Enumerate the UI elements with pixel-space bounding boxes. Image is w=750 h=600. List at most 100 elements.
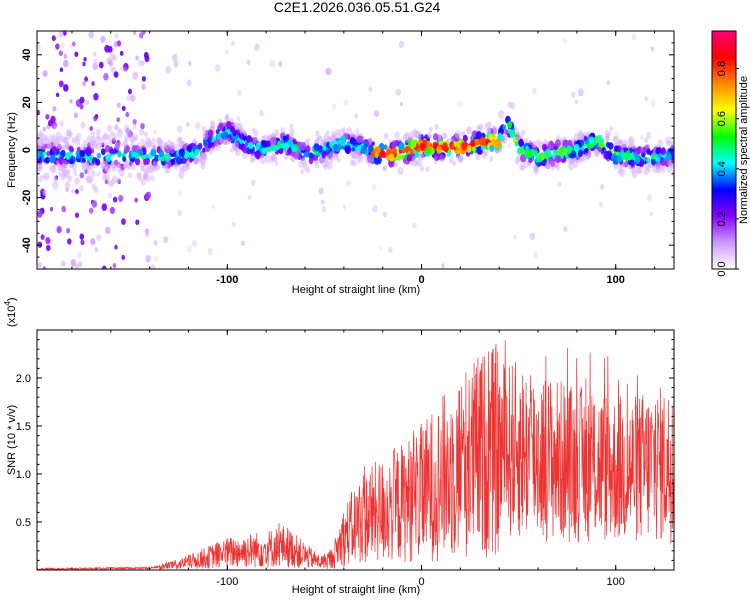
- spectrogram-point: [305, 145, 311, 153]
- spectrogram-point: [489, 144, 495, 152]
- spectrogram-point: [188, 61, 192, 66]
- spectrogram-point: [249, 157, 255, 164]
- spectrogram-point: [102, 132, 109, 141]
- spectrogram-point: [144, 157, 150, 165]
- spectrogram-point: [139, 160, 145, 168]
- spectrogram-point: [617, 166, 624, 175]
- spectrogram-point: [261, 147, 267, 155]
- spectrogram-point: [375, 146, 381, 154]
- colorbar-tick-label: 0.8: [716, 61, 728, 76]
- spectrogram-point: [642, 146, 647, 153]
- spectrogram-point: [47, 142, 52, 149]
- spectrogram-point: [65, 152, 71, 160]
- spectrogram-point: [323, 133, 330, 143]
- spectrogram-point: [185, 159, 191, 167]
- spectrogram-point: [454, 129, 462, 139]
- spectrogram-point: [367, 144, 374, 153]
- spectrogram-point: [314, 161, 320, 169]
- spectrogram-point: [419, 165, 425, 172]
- spectrogram-point: [135, 153, 140, 159]
- spectrogram-point: [520, 164, 526, 172]
- spectrogram-point: [214, 64, 221, 72]
- spectrogram-point: [388, 246, 393, 253]
- spectrogram-point: [502, 124, 507, 131]
- spectrogram-panel: -100 0 100 -40 -20 0 20 40 Height of straight …: [6, 30, 675, 296]
- spectrogram-point: [374, 152, 379, 159]
- spectrogram-point: [89, 163, 95, 171]
- spectrogram-point: [665, 136, 672, 145]
- spectrogram-point: [69, 43, 74, 49]
- spectrogram-point: [428, 126, 433, 133]
- spectrogram-point: [379, 245, 383, 251]
- spectrogram-point: [519, 147, 524, 154]
- spectrogram-point: [533, 150, 538, 156]
- spectrogram-point: [58, 50, 63, 57]
- spectrogram-point: [326, 67, 332, 76]
- spectrogram-point: [55, 43, 60, 50]
- spectrogram-point: [640, 134, 644, 140]
- spectrogram-point: [90, 170, 96, 177]
- spectrogram-point: [355, 128, 360, 134]
- spectrogram-point: [613, 162, 619, 170]
- spectrogram-point: [132, 124, 137, 130]
- spectrogram-point: [109, 180, 115, 188]
- spectrogram-point: [514, 141, 519, 147]
- spectrogram-point: [200, 153, 206, 160]
- spectrogram-point: [117, 150, 122, 157]
- spectrogram-points: [37, 31, 674, 269]
- spectrogram-point: [83, 57, 87, 62]
- spectrogram-point: [119, 50, 124, 56]
- spectrogram-point: [215, 129, 220, 135]
- spectrogram-point: [527, 149, 533, 156]
- y-tick-label: 1.0: [16, 469, 31, 481]
- spectrogram-point: [400, 154, 405, 160]
- spectrogram-point: [646, 148, 651, 155]
- spectrogram-point: [402, 133, 410, 143]
- spectrogram-point: [108, 60, 114, 67]
- spectrogram-point: [229, 125, 236, 134]
- chart-title: C2E1.2026.036.05.51.G24: [274, 0, 441, 15]
- spectrogram-point: [63, 53, 68, 59]
- spectrogram-point: [367, 137, 373, 144]
- spectrogram-point: [308, 157, 314, 165]
- spectrogram-point: [141, 31, 146, 35]
- spectrogram-point: [141, 75, 146, 82]
- spectrogram-point: [201, 125, 207, 133]
- spectrogram-point: [76, 146, 81, 153]
- spectrogram-point: [44, 156, 50, 164]
- spectrogram-point: [46, 244, 51, 252]
- spectrogram-point: [133, 31, 137, 36]
- spectrogram-point: [618, 138, 624, 146]
- spectrogram-point: [195, 122, 201, 130]
- spectrogram-point: [507, 121, 513, 129]
- spectrogram-point: [185, 121, 190, 127]
- snr-y-label: SNR (10 * v/v): [6, 405, 18, 475]
- spectrogram-point: [79, 185, 85, 192]
- spectrogram-point: [554, 139, 561, 148]
- spectrogram-point: [452, 160, 456, 166]
- spectrogram-point: [114, 244, 118, 250]
- y-tick-label: -20: [21, 190, 33, 206]
- spectrogram-point: [300, 168, 305, 175]
- spectrogram-point: [609, 126, 614, 132]
- spectrogram-point: [45, 237, 51, 245]
- spectrogram-point: [176, 137, 183, 146]
- spectrogram-point: [79, 172, 85, 179]
- spectrogram-point: [507, 101, 513, 108]
- spectrogram-point: [91, 200, 98, 208]
- spectrogram-point: [49, 154, 56, 164]
- spectrogram-point: [656, 157, 661, 163]
- spectrogram-point: [177, 209, 183, 217]
- y-tick-label: 0.5: [16, 517, 31, 529]
- spectrogram-point: [532, 87, 537, 94]
- spectrogram-point: [367, 154, 374, 164]
- spectrogram-point: [544, 148, 551, 158]
- spectrogram-point: [137, 59, 143, 67]
- spectrogram-point: [49, 206, 54, 212]
- spectrogram-point: [193, 156, 199, 165]
- spectrogram-point: [269, 59, 275, 68]
- spectrogram-point: [128, 172, 133, 178]
- snr-x-label: Height of straight line (km): [292, 584, 420, 596]
- snr-y-scale-suffix: ): [6, 297, 18, 301]
